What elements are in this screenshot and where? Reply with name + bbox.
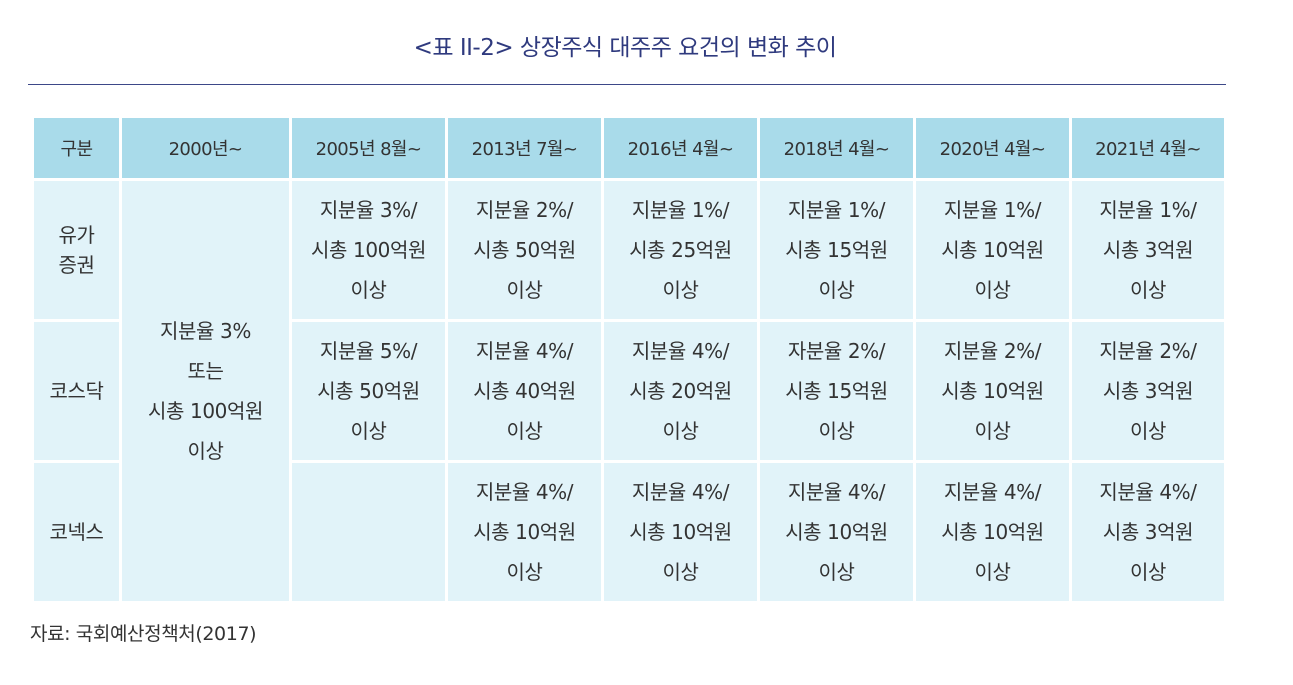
cell-line: 이상 — [506, 419, 543, 443]
row-label-line: 유가 — [58, 223, 95, 247]
table-cell-empty — [289, 460, 448, 604]
title-divider — [28, 84, 1226, 85]
cell-line: 이상 — [662, 419, 699, 443]
table-title: <표 II-2> 상장주식 대주주 요건의 변화 추이 — [413, 35, 837, 61]
cell-line: 이상 — [818, 278, 855, 302]
cell-line: 시총 40억원 — [473, 379, 576, 403]
cell-line: 지분율 1%/ — [943, 198, 1042, 222]
cell-line: 시총 100억원 — [148, 399, 263, 423]
cell-line: 이상 — [818, 560, 855, 584]
cell-line: 시총 15억원 — [785, 238, 888, 262]
row-label-konex: 코넥스 — [31, 460, 122, 604]
header-cell-2021: 2021년 4월~ — [1069, 115, 1227, 181]
header-cell-2018: 2018년 4월~ — [757, 115, 916, 181]
cell-line: 시총 25억원 — [629, 238, 732, 262]
cell-line: 이상 — [350, 419, 387, 443]
cell-line: 이상 — [350, 278, 387, 302]
cell-line: 지분율 2%/ — [943, 339, 1042, 363]
cell-line: 지분율 4%/ — [943, 480, 1042, 504]
cell-line: 지분율 2%/ — [1099, 339, 1197, 363]
cell-line: 지분율 4%/ — [1099, 480, 1197, 504]
cell-line: 이상 — [1130, 278, 1166, 302]
table-cell: 지분율 1%/ 시총 10억원 이상 — [913, 178, 1072, 322]
table-cell: 자분율 2%/ 시총 15억원 이상 — [757, 319, 916, 463]
row-label-line: 증권 — [58, 253, 95, 277]
cell-line: 지분율 4%/ — [475, 480, 574, 504]
cell-line: 이상 — [974, 560, 1011, 584]
header-cell-2013: 2013년 7월~ — [445, 115, 604, 181]
major-shareholder-table: 구분 2000년~ 2005년 8월~ 2013년 7월~ 2016년 4월~ … — [31, 115, 1227, 604]
cell-line: 지분율 1%/ — [1099, 198, 1197, 222]
cell-line: 지분율 4%/ — [475, 339, 574, 363]
cell-line: 이상 — [662, 560, 699, 584]
header-cell-2020: 2020년 4월~ — [913, 115, 1072, 181]
table-header-row: 구분 2000년~ 2005년 8월~ 2013년 7월~ 2016년 4월~ … — [31, 115, 1227, 181]
table-cell: 지분율 4%/ 시총 3억원 이상 — [1069, 460, 1227, 604]
table-cell: 지분율 1%/ 시총 25억원 이상 — [601, 178, 760, 322]
header-cell-2016: 2016년 4월~ — [601, 115, 760, 181]
cell-line: 시총 10억원 — [941, 379, 1044, 403]
source-note: 자료: 국회예산정책처(2017) — [30, 623, 257, 645]
cell-line: 시총 50억원 — [473, 238, 576, 262]
header-cell-2005: 2005년 8월~ — [289, 115, 448, 181]
cell-line: 시총 10억원 — [785, 520, 888, 544]
table-cell: 지분율 4%/ 시총 10억원 이상 — [445, 460, 604, 604]
table-cell: 지분율 2%/ 시총 10억원 이상 — [913, 319, 1072, 463]
cell-line: 이상 — [974, 419, 1011, 443]
cell-line: 지분율 3% — [160, 319, 251, 343]
cell-line: 시총 3억원 — [1102, 238, 1194, 262]
table-cell: 지분율 4%/ 시총 20억원 이상 — [601, 319, 760, 463]
cell-line: 시총 10억원 — [473, 520, 576, 544]
cell-line: 지분율 4%/ — [631, 480, 730, 504]
table-cell: 지분율 2%/ 시총 3억원 이상 — [1069, 319, 1227, 463]
cell-line: 시총 20억원 — [629, 379, 732, 403]
cell-line: 시총 3억원 — [1102, 520, 1194, 544]
merged-cell-2000: 지분율 3% 또는 시총 100억원 이상 — [119, 178, 292, 604]
cell-line: 지분율 1%/ — [631, 198, 730, 222]
cell-line: 이상 — [974, 278, 1011, 302]
cell-line: 시총 10억원 — [629, 520, 732, 544]
table-cell: 지분율 3%/ 시총 100억원 이상 — [289, 178, 448, 322]
cell-line: 지분율 5%/ — [319, 339, 418, 363]
cell-line: 지분율 4%/ — [631, 339, 730, 363]
row-label-kospi: 유가 증권 — [31, 178, 122, 322]
table-cell: 지분율 4%/ 시총 10억원 이상 — [601, 460, 760, 604]
cell-line: 이상 — [1130, 419, 1166, 443]
cell-line: 자분율 2%/ — [787, 339, 886, 363]
table-cell: 지분율 4%/ 시총 10억원 이상 — [913, 460, 1072, 604]
cell-line: 시총 15억원 — [785, 379, 888, 403]
table-row-konex: 코넥스 지분율 4%/ 시총 10억원 이상 지분율 4%/ 시총 10억원 이… — [31, 460, 1227, 604]
table-cell: 지분율 4%/ 시총 40억원 이상 — [445, 319, 604, 463]
table-row-kospi: 유가 증권 지분율 3% 또는 시총 100억원 이상 지분율 3%/ 시총 1… — [31, 178, 1227, 604]
cell-line: 지분율 4%/ — [787, 480, 886, 504]
table-cell: 지분율 1%/ 시총 3억원 이상 — [1069, 178, 1227, 322]
table-cell: 지분율 1%/ 시총 15억원 이상 — [757, 178, 916, 322]
cell-line: 이상 — [506, 278, 543, 302]
cell-line: 이상 — [818, 419, 855, 443]
table-row-kosdaq: 코스닥 지분율 5%/ 시총 50억원 이상 지분율 4%/ 시총 40억원 이… — [31, 319, 1227, 463]
cell-line: 시총 100억원 — [311, 238, 426, 262]
cell-line: 시총 10억원 — [941, 238, 1044, 262]
cell-line: 이상 — [187, 439, 224, 463]
cell-line: 지분율 1%/ — [787, 198, 886, 222]
table-cell: 지분율 5%/ 시총 50억원 이상 — [289, 319, 448, 463]
cell-line: 지분율 2%/ — [475, 198, 574, 222]
header-cell-2000: 2000년~ — [119, 115, 292, 181]
table-cell: 지분율 4%/ 시총 10억원 이상 — [757, 460, 916, 604]
cell-line: 또는 — [187, 359, 224, 383]
row-label-line: 코넥스 — [49, 520, 104, 544]
cell-line: 시총 3억원 — [1102, 379, 1194, 403]
cell-line: 시총 50억원 — [317, 379, 420, 403]
table-cell: 지분율 2%/ 시총 50억원 이상 — [445, 178, 604, 322]
cell-line: 이상 — [662, 278, 699, 302]
cell-line: 이상 — [1130, 560, 1166, 584]
header-cell-category: 구분 — [31, 115, 122, 181]
cell-line: 시총 10억원 — [941, 520, 1044, 544]
cell-line: 지분율 3%/ — [319, 198, 418, 222]
row-label-kosdaq: 코스닥 — [31, 319, 122, 463]
row-label-line: 코스닥 — [49, 379, 104, 403]
cell-line: 이상 — [506, 560, 543, 584]
